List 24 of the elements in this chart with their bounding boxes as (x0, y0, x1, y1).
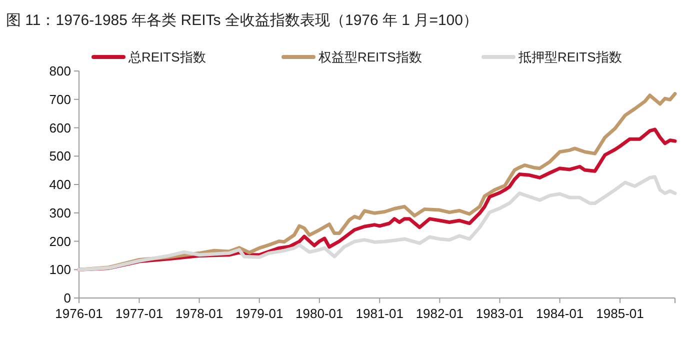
y-tick-label: 0 (64, 290, 71, 306)
y-tick-label: 400 (49, 177, 71, 192)
y-tick-label: 500 (49, 148, 71, 164)
x-tick-label: 1980-01 (296, 306, 344, 321)
y-tick-label: 100 (49, 262, 71, 278)
x-tick-label: 1984-01 (536, 306, 584, 321)
x-tick-label: 1976-01 (55, 306, 103, 321)
x-tick-label: 1981-01 (356, 306, 404, 321)
x-tick-label: 1979-01 (235, 306, 284, 321)
legend-label: 总REITS指数 (128, 50, 206, 65)
y-tick-label: 800 (49, 64, 71, 79)
y-tick-label: 600 (49, 120, 71, 136)
legend-label: 权益型REITS指数 (318, 50, 422, 65)
x-tick-label: 1982-01 (416, 306, 464, 321)
x-tick-label: 1985-01 (596, 306, 644, 321)
y-tick-label: 200 (49, 234, 71, 249)
y-tick-label: 700 (49, 92, 71, 107)
chart-title: 图 11：1976-1985 年各类 REITs 全收益指数表现（1976 年 1 月=100） (6, 12, 478, 29)
y-tick-label: 300 (49, 205, 71, 220)
x-tick-label: 1977-01 (115, 306, 164, 321)
legend-label: 抵押型REITS指数 (518, 50, 622, 65)
x-tick-label: 1983-01 (476, 306, 524, 321)
x-tick-label: 1978-01 (175, 306, 224, 321)
line-series (77, 175, 677, 272)
